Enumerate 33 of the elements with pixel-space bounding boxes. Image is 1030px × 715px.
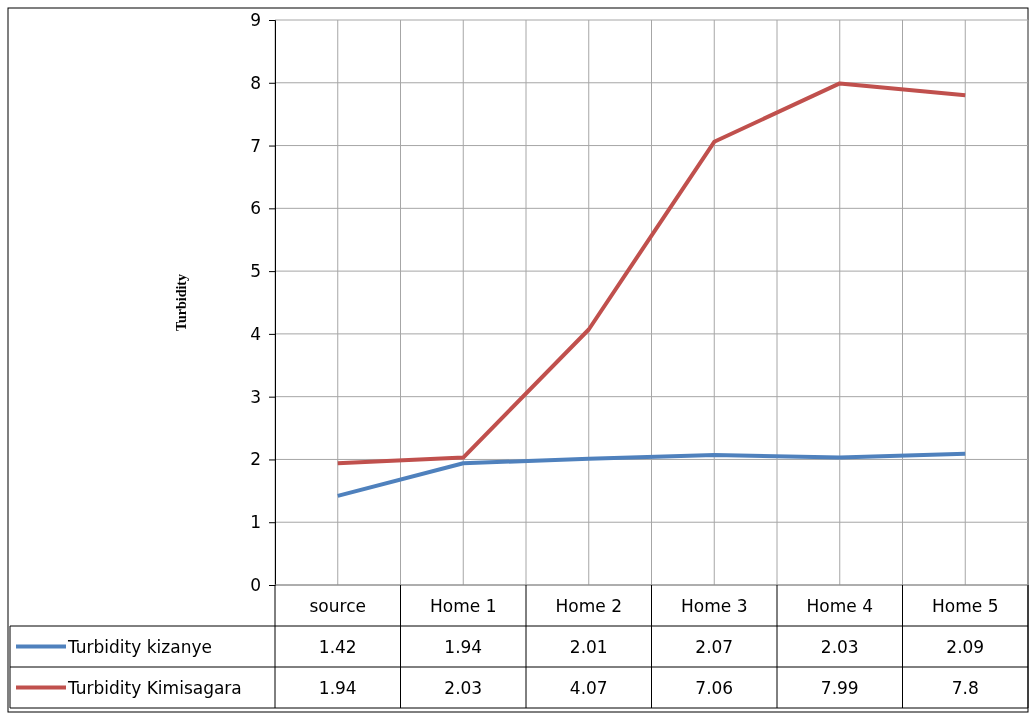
y-axis-title: Turbidity <box>174 273 189 332</box>
data-label: 7.99 <box>820 677 859 698</box>
data-label: 1.94 <box>318 677 357 698</box>
y-tick-label: 8 <box>250 72 261 93</box>
x-tick-label: source <box>309 595 366 616</box>
data-label: 7.8 <box>951 677 979 698</box>
line-series <box>335 451 968 498</box>
line-series <box>335 81 968 466</box>
legend-label: Turbidity Kimisagara <box>67 677 242 698</box>
y-tick-label: 7 <box>250 135 261 156</box>
x-tick-label: Home 2 <box>555 595 622 616</box>
data-label: 2.03 <box>444 677 483 698</box>
x-tick-label: Home 5 <box>932 595 999 616</box>
y-tick-label: 9 <box>250 9 261 30</box>
data-label: 2.07 <box>695 636 734 657</box>
data-label: 4.07 <box>569 677 608 698</box>
y-tick-label: 4 <box>250 323 261 344</box>
data-label: 1.42 <box>318 636 357 657</box>
data-label: 1.94 <box>444 636 483 657</box>
data-label: 7.06 <box>695 677 734 698</box>
y-tick-label: 6 <box>250 198 261 219</box>
data-label: 2.09 <box>946 636 985 657</box>
y-tick-label: 1 <box>250 512 261 533</box>
x-tick-label: Home 3 <box>681 595 748 616</box>
data-label: 2.01 <box>569 636 608 657</box>
x-tick-label: Home 1 <box>430 595 497 616</box>
y-tick-label: 3 <box>250 386 261 407</box>
y-tick-label: 5 <box>250 261 261 282</box>
data-label: 2.03 <box>820 636 859 657</box>
x-tick-label: Home 4 <box>806 595 873 616</box>
legend-label: Turbidity kizanye <box>67 636 212 657</box>
y-tick-label: 0 <box>250 574 261 595</box>
y-tick-label: 2 <box>250 449 261 470</box>
